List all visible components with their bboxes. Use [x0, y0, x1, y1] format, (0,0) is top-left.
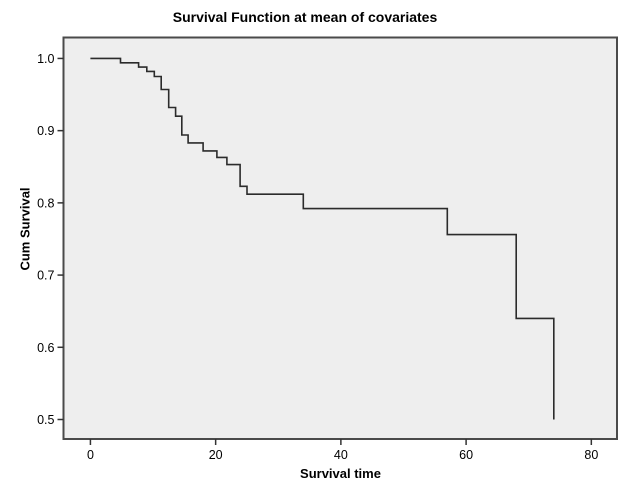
x-tick-label: 0 [87, 448, 94, 462]
y-tick-label: 0.6 [37, 341, 54, 355]
y-tick-label: 0.7 [37, 269, 54, 283]
y-tick-label: 0.5 [37, 413, 54, 427]
y-axis-label: Cum Survival [17, 187, 33, 271]
x-axis-label: Survival time [300, 466, 381, 481]
survival-step-curve [90, 57, 555, 420]
x-tick-label: 60 [459, 448, 473, 462]
y-tick-label: 0.9 [37, 124, 54, 138]
plot-area [62, 36, 618, 440]
chart-title: Survival Function at mean of covariates [172, 9, 438, 25]
y-tick-label: 1.0 [37, 52, 54, 66]
x-tick-label: 20 [209, 448, 223, 462]
y-tick-label: 0.8 [37, 196, 54, 210]
x-tick-label: 80 [584, 448, 598, 462]
x-tick-label: 40 [334, 448, 348, 462]
